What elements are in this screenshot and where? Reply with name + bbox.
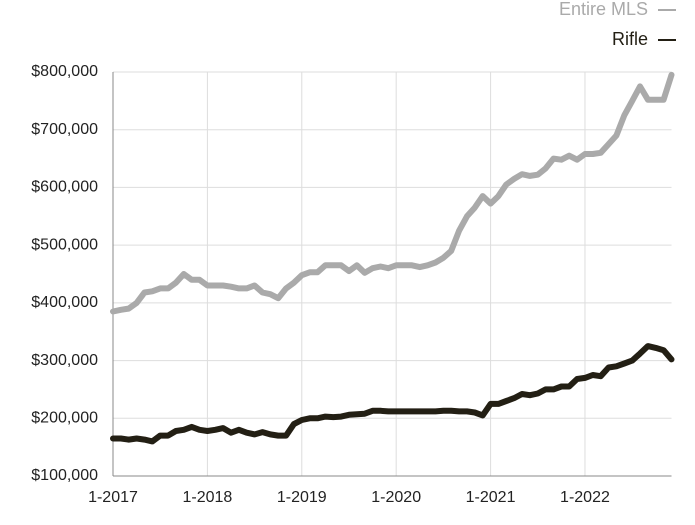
x-tick-label: 1-2022 — [560, 489, 610, 506]
y-tick-label: $700,000 — [31, 121, 98, 138]
y-tick-label: $600,000 — [31, 179, 98, 196]
y-tick-label: $300,000 — [31, 352, 98, 369]
series-line — [110, 71, 675, 315]
x-tick-label: 1-2017 — [88, 489, 138, 506]
y-tick-label: $500,000 — [31, 236, 98, 253]
x-tick-label: 1-2019 — [277, 489, 327, 506]
x-tick-label: 1-2020 — [371, 489, 421, 506]
legend-label: Entire MLS — [559, 0, 648, 19]
x-tick-label: 1-2021 — [466, 489, 516, 506]
series-line — [110, 343, 675, 445]
y-tick-label: $800,000 — [31, 63, 98, 80]
y-tick-label: $400,000 — [31, 294, 98, 311]
y-tick-label: $100,000 — [31, 467, 98, 484]
x-tick-label: 1-2018 — [182, 489, 232, 506]
legend-label: Rifle — [612, 29, 648, 49]
y-tick-label: $200,000 — [31, 410, 98, 427]
